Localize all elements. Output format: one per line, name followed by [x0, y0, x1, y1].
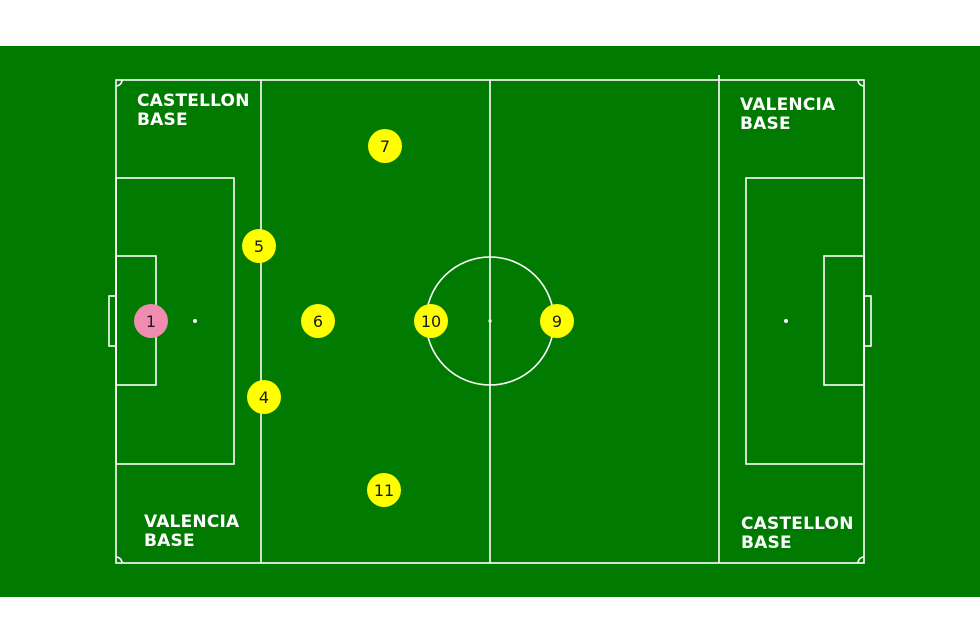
player-token-10[interactable]: 10: [414, 304, 448, 338]
base-label-top-right: VALENCIA BASE: [740, 96, 835, 134]
base-label-team: VALENCIA: [740, 95, 836, 115]
player-token-7[interactable]: 7: [368, 129, 402, 163]
player-token-11[interactable]: 11: [367, 473, 401, 507]
player-token-1[interactable]: 1: [134, 304, 168, 338]
base-label-team: VALENCIA: [144, 512, 240, 532]
base-label-top-left: CASTELLON BASE: [137, 92, 250, 130]
player-token-6[interactable]: 6: [301, 304, 335, 338]
player-token-5[interactable]: 5: [242, 229, 276, 263]
base-label-base: BASE: [741, 533, 792, 553]
base-label-bottom-right: CASTELLON BASE: [741, 515, 854, 553]
base-label-team: CASTELLON: [741, 514, 854, 534]
base-label-base: BASE: [740, 114, 791, 134]
base-label-base: BASE: [137, 110, 188, 130]
base-label-bottom-left: VALENCIA BASE: [144, 513, 239, 551]
player-token-4[interactable]: 4: [247, 380, 281, 414]
base-label-team: CASTELLON: [137, 91, 250, 111]
base-label-base: BASE: [144, 531, 195, 551]
player-token-9[interactable]: 9: [540, 304, 574, 338]
